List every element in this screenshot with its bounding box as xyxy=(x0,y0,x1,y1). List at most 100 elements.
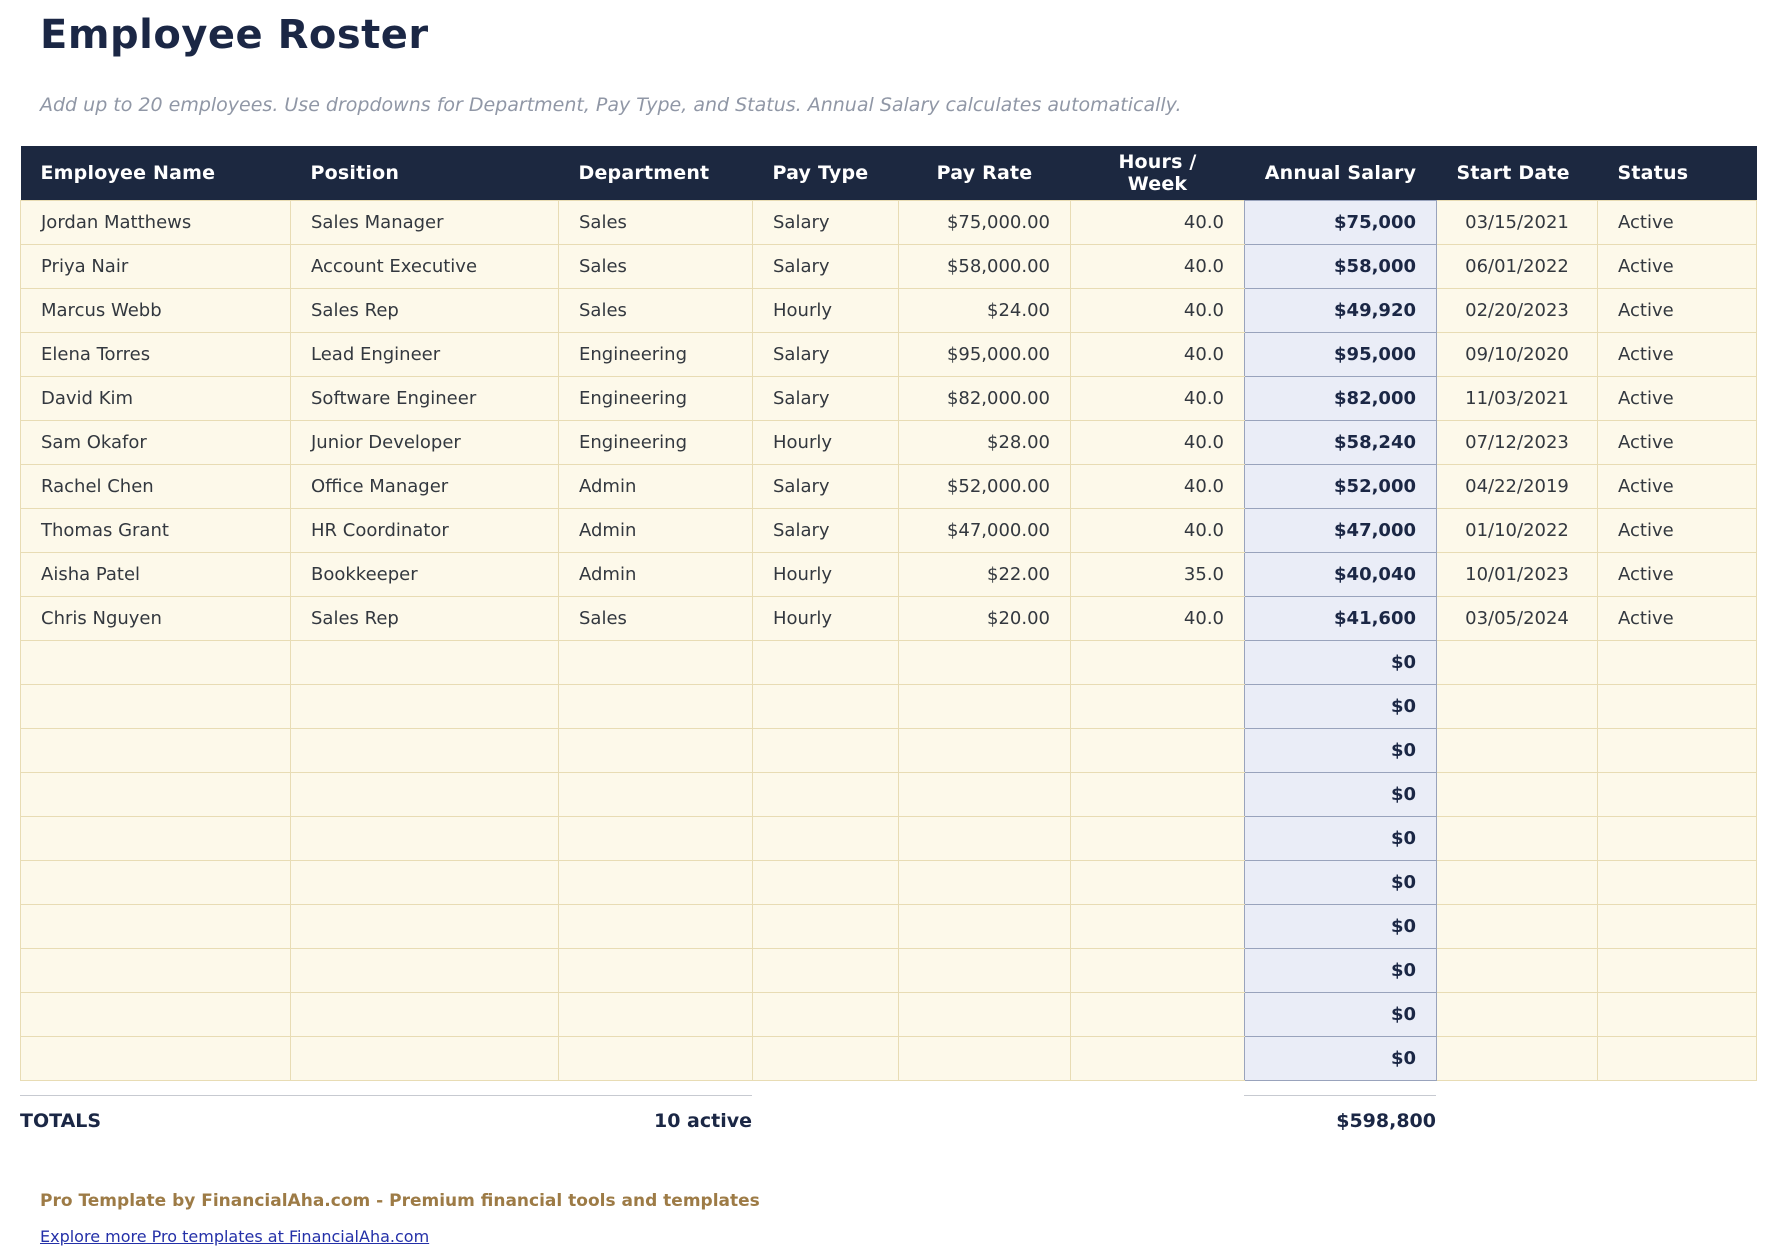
cell-start_date[interactable]: 04/22/2019 xyxy=(1436,464,1598,509)
cell-status[interactable]: Active xyxy=(1597,464,1757,509)
cell-pay_type[interactable] xyxy=(752,948,899,993)
cell-position[interactable]: Account Executive xyxy=(290,244,559,289)
cell-department[interactable]: Engineering xyxy=(558,376,753,421)
cell-start_date[interactable] xyxy=(1436,684,1598,729)
cell-pay_rate[interactable] xyxy=(898,640,1071,685)
cell-hours[interactable]: 40.0 xyxy=(1070,244,1245,289)
cell-position[interactable]: Bookkeeper xyxy=(290,552,559,597)
cell-start_date[interactable]: 01/10/2022 xyxy=(1436,508,1598,553)
cell-hours[interactable] xyxy=(1070,684,1245,729)
cell-annual_salary[interactable]: $0 xyxy=(1244,684,1437,729)
cell-pay_rate[interactable]: $22.00 xyxy=(898,552,1071,597)
cell-department[interactable]: Sales xyxy=(558,288,753,333)
cell-pay_rate[interactable] xyxy=(898,772,1071,817)
cell-department[interactable]: Admin xyxy=(558,552,753,597)
cell-annual_salary[interactable]: $40,040 xyxy=(1244,552,1437,597)
cell-pay_type[interactable]: Hourly xyxy=(752,288,899,333)
cell-hours[interactable] xyxy=(1070,1036,1245,1081)
cell-pay_rate[interactable]: $52,000.00 xyxy=(898,464,1071,509)
cell-name[interactable] xyxy=(20,816,291,861)
cell-annual_salary[interactable]: $52,000 xyxy=(1244,464,1437,509)
cell-hours[interactable]: 40.0 xyxy=(1070,332,1245,377)
cell-status[interactable]: Active xyxy=(1597,376,1757,421)
cell-name[interactable] xyxy=(20,1036,291,1081)
cell-pay_type[interactable]: Hourly xyxy=(752,420,899,465)
cell-pay_type[interactable] xyxy=(752,684,899,729)
cell-position[interactable]: Office Manager xyxy=(290,464,559,509)
cell-start_date[interactable] xyxy=(1436,728,1598,773)
cell-status[interactable] xyxy=(1597,904,1757,949)
cell-pay_rate[interactable] xyxy=(898,1036,1071,1081)
cell-pay_type[interactable] xyxy=(752,1036,899,1081)
cell-department[interactable] xyxy=(558,728,753,773)
cell-name[interactable]: Sam Okafor xyxy=(20,420,291,465)
cell-pay_rate[interactable]: $24.00 xyxy=(898,288,1071,333)
cell-position[interactable] xyxy=(290,640,559,685)
cell-department[interactable] xyxy=(558,860,753,905)
cell-status[interactable]: Active xyxy=(1597,200,1757,245)
cell-start_date[interactable]: 03/15/2021 xyxy=(1436,200,1598,245)
cell-name[interactable]: Aisha Patel xyxy=(20,552,291,597)
cell-name[interactable] xyxy=(20,772,291,817)
cell-name[interactable]: Marcus Webb xyxy=(20,288,291,333)
cell-department[interactable] xyxy=(558,772,753,817)
cell-hours[interactable]: 40.0 xyxy=(1070,464,1245,509)
cell-annual_salary[interactable]: $0 xyxy=(1244,948,1437,993)
cell-hours[interactable] xyxy=(1070,728,1245,773)
cell-start_date[interactable] xyxy=(1436,860,1598,905)
cell-pay_type[interactable] xyxy=(752,860,899,905)
cell-position[interactable]: Sales Rep xyxy=(290,596,559,641)
cell-status[interactable] xyxy=(1597,684,1757,729)
cell-start_date[interactable]: 03/05/2024 xyxy=(1436,596,1598,641)
cell-position[interactable] xyxy=(290,860,559,905)
cell-name[interactable] xyxy=(20,860,291,905)
cell-position[interactable] xyxy=(290,684,559,729)
cell-position[interactable] xyxy=(290,816,559,861)
cell-hours[interactable] xyxy=(1070,816,1245,861)
cell-start_date[interactable] xyxy=(1436,992,1598,1037)
cell-department[interactable] xyxy=(558,684,753,729)
cell-annual_salary[interactable]: $0 xyxy=(1244,904,1437,949)
cell-pay_rate[interactable]: $82,000.00 xyxy=(898,376,1071,421)
cell-position[interactable]: HR Coordinator xyxy=(290,508,559,553)
cell-start_date[interactable]: 09/10/2020 xyxy=(1436,332,1598,377)
cell-name[interactable] xyxy=(20,992,291,1037)
cell-status[interactable]: Active xyxy=(1597,596,1757,641)
cell-name[interactable]: Chris Nguyen xyxy=(20,596,291,641)
cell-status[interactable] xyxy=(1597,640,1757,685)
cell-start_date[interactable]: 07/12/2023 xyxy=(1436,420,1598,465)
cell-pay_rate[interactable] xyxy=(898,816,1071,861)
cell-status[interactable] xyxy=(1597,772,1757,817)
cell-name[interactable] xyxy=(20,728,291,773)
cell-name[interactable]: Rachel Chen xyxy=(20,464,291,509)
cell-department[interactable] xyxy=(558,1036,753,1081)
cell-pay_rate[interactable] xyxy=(898,728,1071,773)
cell-department[interactable] xyxy=(558,992,753,1037)
cell-status[interactable]: Active xyxy=(1597,420,1757,465)
cell-pay_rate[interactable] xyxy=(898,948,1071,993)
cell-annual_salary[interactable]: $82,000 xyxy=(1244,376,1437,421)
cell-department[interactable]: Admin xyxy=(558,464,753,509)
cell-start_date[interactable] xyxy=(1436,772,1598,817)
cell-pay_type[interactable]: Salary xyxy=(752,464,899,509)
cell-pay_rate[interactable] xyxy=(898,904,1071,949)
cell-name[interactable] xyxy=(20,948,291,993)
cell-annual_salary[interactable]: $41,600 xyxy=(1244,596,1437,641)
cell-annual_salary[interactable]: $0 xyxy=(1244,1036,1437,1081)
cell-status[interactable]: Active xyxy=(1597,552,1757,597)
cell-status[interactable]: Active xyxy=(1597,244,1757,289)
cell-hours[interactable] xyxy=(1070,904,1245,949)
cell-department[interactable] xyxy=(558,640,753,685)
cell-hours[interactable] xyxy=(1070,948,1245,993)
cell-annual_salary[interactable]: $0 xyxy=(1244,816,1437,861)
cell-pay_rate[interactable] xyxy=(898,992,1071,1037)
cell-start_date[interactable]: 11/03/2021 xyxy=(1436,376,1598,421)
cell-position[interactable] xyxy=(290,904,559,949)
cell-position[interactable]: Sales Rep xyxy=(290,288,559,333)
cell-status[interactable] xyxy=(1597,1036,1757,1081)
cell-name[interactable]: Elena Torres xyxy=(20,332,291,377)
cell-pay_type[interactable]: Hourly xyxy=(752,552,899,597)
cell-pay_rate[interactable]: $28.00 xyxy=(898,420,1071,465)
cell-status[interactable] xyxy=(1597,860,1757,905)
cell-pay_type[interactable]: Hourly xyxy=(752,596,899,641)
